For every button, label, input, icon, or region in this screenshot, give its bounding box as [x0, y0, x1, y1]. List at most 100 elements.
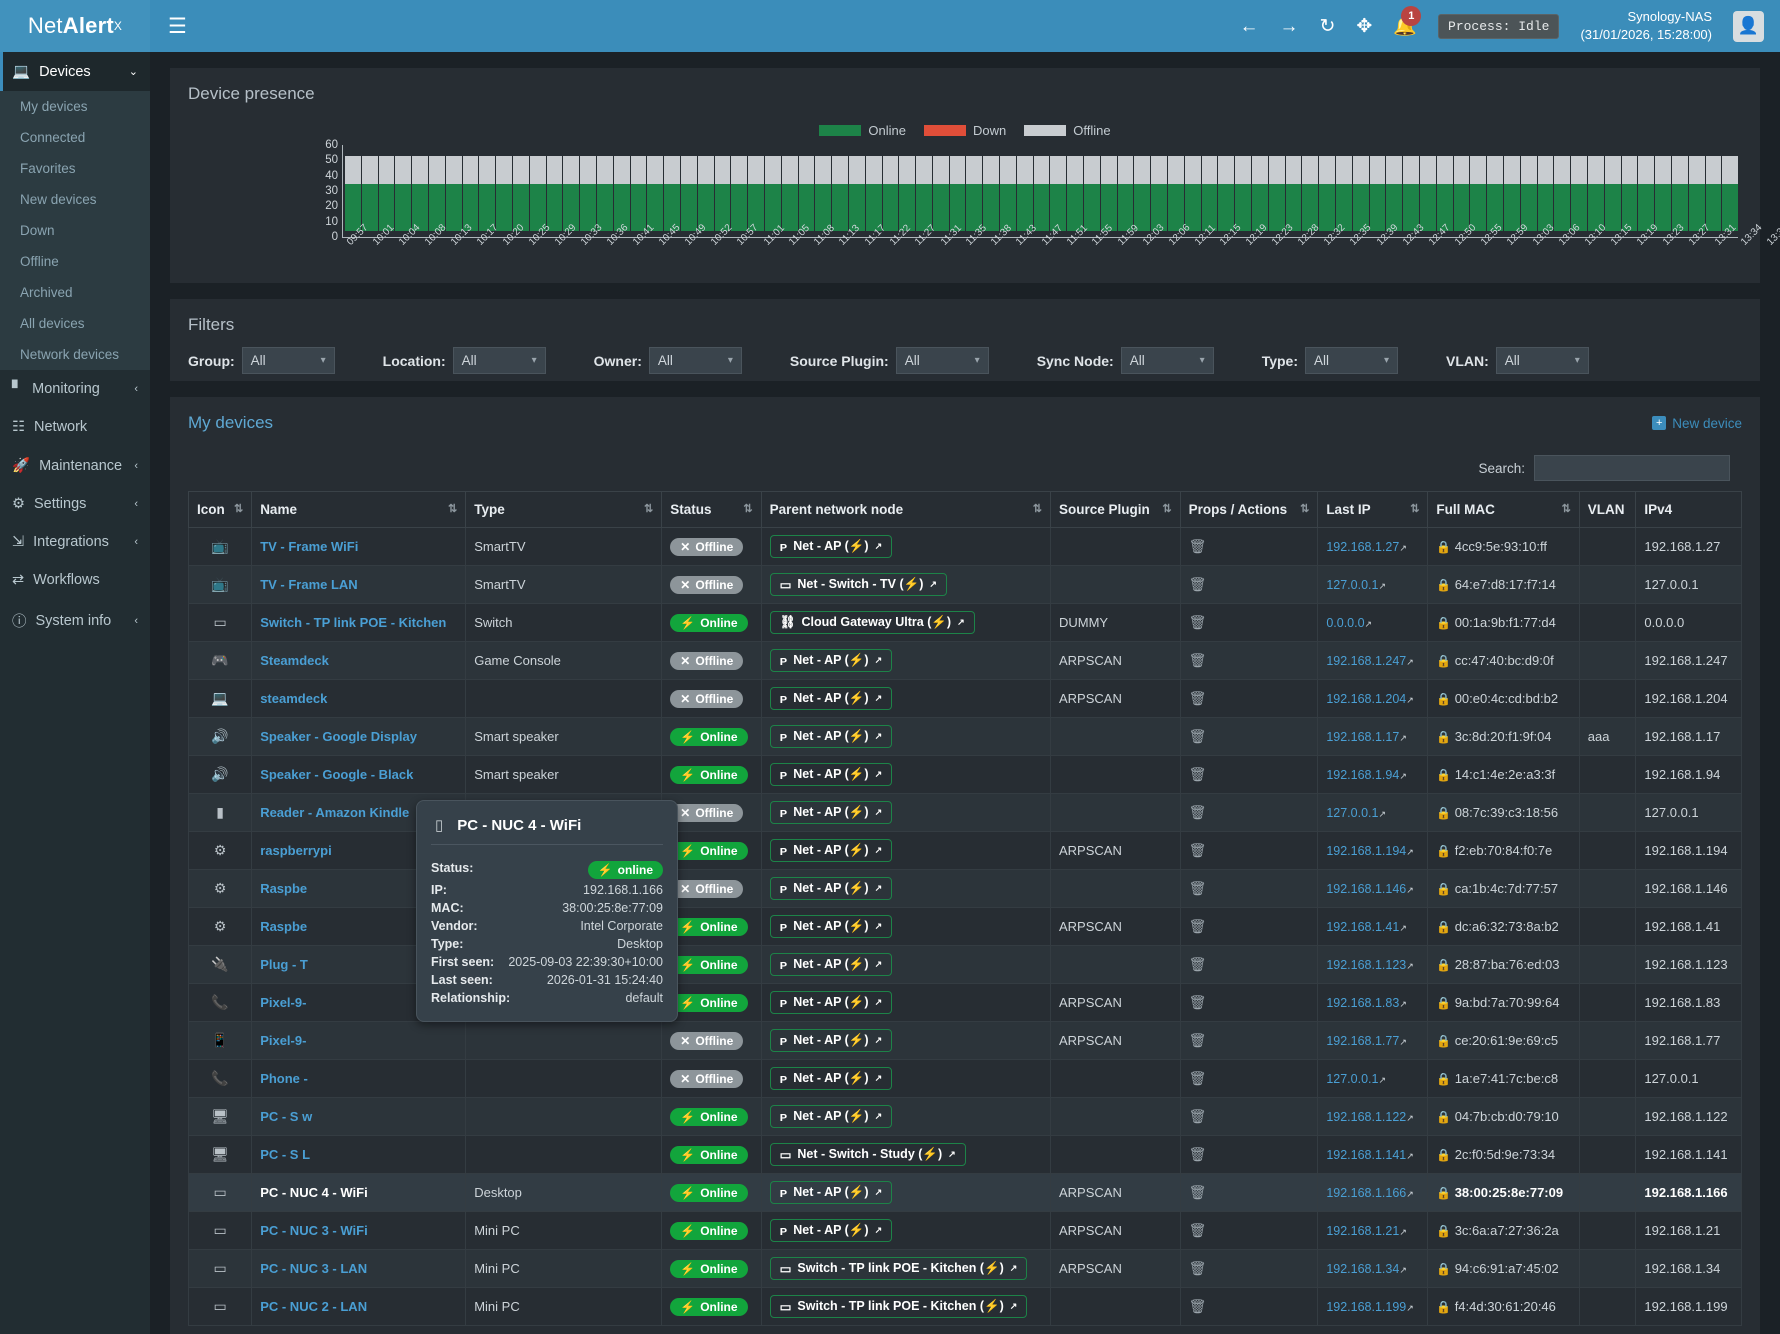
device-name-link[interactable]: Plug - T: [260, 957, 308, 972]
sidebar-item-integrations[interactable]: ⇲ Integrations ‹: [0, 523, 150, 561]
chart-bar[interactable]: [815, 153, 832, 231]
last-ip-link[interactable]: 192.168.1.41: [1326, 920, 1400, 934]
chart-bar[interactable]: [1487, 153, 1503, 231]
device-name-link[interactable]: raspberrypi: [260, 843, 332, 858]
chart-bar[interactable]: [1184, 153, 1201, 231]
filter-select-vlan[interactable]: All ▾: [1495, 347, 1589, 374]
chart-bar[interactable]: [479, 153, 496, 231]
sidebar-item-devices[interactable]: 💻 Devices ⌄: [0, 52, 150, 91]
filter-select-owner[interactable]: All ▾: [648, 347, 742, 374]
search-input[interactable]: [1534, 455, 1730, 481]
delete-icon[interactable]: 🗑: [1188, 1032, 1207, 1048]
chart-bar[interactable]: [1016, 153, 1033, 231]
parent-node-link[interactable]: ᴘ Net - AP (⚡) ↗: [769, 649, 893, 672]
sidebar-item-maintenance[interactable]: 🚀 Maintenance ‹: [0, 446, 150, 485]
chart-bar[interactable]: [1100, 153, 1117, 231]
device-name-link[interactable]: Speaker - Google - Black: [260, 767, 414, 782]
chart-bar[interactable]: [378, 153, 395, 231]
parent-node-link[interactable]: ᴘ Net - AP (⚡) ↗: [769, 877, 893, 900]
chart-bar[interactable]: [764, 153, 781, 231]
device-name-link[interactable]: PC - NUC 2 - LAN: [260, 1299, 368, 1314]
chart-bar[interactable]: [496, 153, 512, 231]
chart-bar[interactable]: [1604, 153, 1621, 231]
last-ip-link[interactable]: 127.0.0.1: [1326, 806, 1379, 820]
chart-bar[interactable]: [697, 153, 714, 231]
chart-bar[interactable]: [1655, 153, 1671, 231]
parent-node-link[interactable]: ᴘ Net - AP (⚡) ↗: [769, 1105, 893, 1128]
last-ip-link[interactable]: 0.0.0.0: [1326, 616, 1365, 630]
chart-bar[interactable]: [1352, 153, 1369, 231]
last-ip-link[interactable]: 192.168.1.94: [1326, 768, 1400, 782]
column-header-props-actions[interactable]: Props / Actions ⇅: [1179, 491, 1319, 528]
forward-arrow-icon[interactable]: →: [1279, 15, 1299, 37]
chart-bar[interactable]: [680, 153, 697, 231]
chart-bar[interactable]: [1436, 153, 1453, 231]
sidebar-subitem-offline[interactable]: Offline: [0, 246, 150, 277]
parent-node-link[interactable]: ᴘ Net - AP (⚡) ↗: [769, 535, 893, 558]
table-row[interactable]: 📺 TV - Frame WiFi SmartTV ✕ Offline ᴘ Net - AP…: [187, 527, 1742, 566]
chart-bar[interactable]: [1285, 153, 1302, 231]
last-ip-link[interactable]: 192.168.1.122: [1326, 1110, 1407, 1124]
app-logo[interactable]: Net Alert X: [0, 0, 150, 52]
parent-node-link[interactable]: ᴘ Net - AP (⚡) ↗: [769, 915, 893, 938]
device-name-link[interactable]: PC - NUC 3 - LAN: [260, 1261, 368, 1276]
last-ip-link[interactable]: 192.168.1.204: [1326, 692, 1407, 706]
chart-bar[interactable]: [1235, 153, 1252, 231]
parent-node-link[interactable]: ᴘ Net - AP (⚡) ↗: [769, 687, 893, 710]
filter-select-group[interactable]: All ▾: [241, 347, 335, 374]
cell-name[interactable]: TV - Frame LAN: [251, 565, 467, 604]
chart-bar[interactable]: [1302, 153, 1319, 231]
cell-name[interactable]: Phone -: [251, 1059, 467, 1098]
parent-node-link[interactable]: ᴘ Net - AP (⚡) ↗: [769, 725, 893, 748]
column-header-vlan[interactable]: VLAN: [1578, 491, 1637, 528]
device-name-link[interactable]: steamdeck: [260, 691, 328, 706]
chart-bar[interactable]: [1050, 153, 1067, 231]
move-icon[interactable]: ✥: [1356, 15, 1373, 37]
delete-icon[interactable]: 🗑: [1188, 994, 1207, 1010]
sort-icon[interactable]: ⇅: [1300, 503, 1310, 515]
device-name-link[interactable]: TV - Frame LAN: [260, 577, 358, 592]
chart-bar[interactable]: [983, 153, 1000, 231]
chart-bar[interactable]: [1470, 153, 1487, 231]
sidebar-subitem-all-devices[interactable]: All devices: [0, 308, 150, 339]
sort-icon[interactable]: ⇅: [1410, 503, 1420, 515]
chart-bar[interactable]: [1386, 153, 1403, 231]
sort-icon[interactable]: ⇅: [447, 503, 458, 515]
column-header-status[interactable]: Status ⇅: [661, 491, 762, 528]
parent-node-link[interactable]: ⛓ Cloud Gateway Ultra (⚡) ↗: [769, 611, 975, 634]
cell-name[interactable]: Speaker - Google Display: [251, 717, 467, 756]
cell-name[interactable]: PC - NUC 3 - LAN: [251, 1249, 467, 1288]
last-ip-link[interactable]: 192.168.1.77: [1326, 1034, 1400, 1048]
sidebar-subitem-my-devices[interactable]: My devices: [0, 91, 150, 122]
chart-bar[interactable]: [1117, 153, 1134, 231]
table-row[interactable]: 🖥 PC - S L ⚡ Online ▭ Net - Switch - Study (⚡…: [187, 1135, 1742, 1174]
last-ip-link[interactable]: 192.168.1.27: [1326, 540, 1400, 554]
chart-bar[interactable]: [1168, 153, 1184, 231]
last-ip-link[interactable]: 192.168.1.17: [1326, 730, 1400, 744]
sidebar-item-network[interactable]: ☷ Network: [0, 408, 150, 446]
device-name-link[interactable]: Pixel-9-: [260, 995, 307, 1010]
chart-bar[interactable]: [1134, 153, 1151, 231]
chart-bar[interactable]: [596, 153, 613, 231]
device-name-link[interactable]: Reader - Amazon Kindle: [260, 805, 410, 820]
legend-item-online[interactable]: Online: [819, 123, 906, 138]
table-row[interactable]: 🔊 Speaker - Google Display Smart speaker ⚡ O…: [187, 717, 1742, 756]
cell-name[interactable]: PC - NUC 4 - WiFi: [251, 1173, 467, 1212]
table-row[interactable]: 📺 TV - Frame LAN SmartTV ✕ Offline ▭ Net - Swi…: [187, 565, 1742, 604]
chart-bar[interactable]: [932, 153, 949, 231]
chart-bar[interactable]: [1520, 153, 1537, 231]
last-ip-link[interactable]: 192.168.1.146: [1326, 882, 1407, 896]
chart-bar[interactable]: [529, 153, 546, 231]
table-row[interactable]: 📞 Phone - ✕ Offline ᴘ Net - AP (⚡) ↗ 🗑 127.0.0.1…: [187, 1059, 1742, 1098]
chart-bar[interactable]: [1369, 153, 1386, 231]
sort-icon[interactable]: ⇅: [233, 503, 244, 515]
chart-bar[interactable]: [1218, 153, 1235, 231]
cell-name[interactable]: steamdeck: [251, 679, 467, 718]
device-name-link[interactable]: Raspbe: [260, 919, 308, 934]
sidebar-subitem-new-devices[interactable]: New devices: [0, 184, 150, 215]
cell-name[interactable]: Steamdeck: [251, 641, 467, 680]
device-name-link[interactable]: Raspbe: [260, 881, 308, 896]
table-row[interactable]: 📱 Pixel-9- ✕ Offline ᴘ Net - AP (⚡) ↗ ARPSCAN 🗑 1…: [187, 1021, 1742, 1060]
chart-bar[interactable]: [546, 153, 563, 231]
sidebar-subitem-down[interactable]: Down: [0, 215, 150, 246]
